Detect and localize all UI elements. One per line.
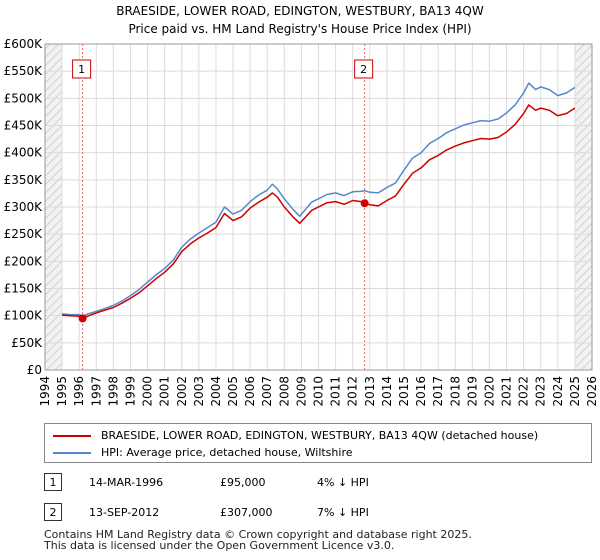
y-tick-label: £0 bbox=[27, 363, 42, 377]
legend-label-property: BRAESIDE, LOWER ROAD, EDINGTON, WESTBURY… bbox=[101, 429, 539, 442]
x-tick-label: 2015 bbox=[397, 376, 411, 407]
x-tick-label: 2019 bbox=[465, 376, 479, 407]
sale-date-2: 13-SEP-2012 bbox=[89, 506, 160, 519]
x-tick-label: 1995 bbox=[55, 376, 69, 407]
x-tick-label: 2018 bbox=[448, 376, 462, 407]
sale-price-1: £95,000 bbox=[220, 476, 266, 489]
x-tick-label: 2017 bbox=[431, 376, 445, 407]
x-tick-label: 2009 bbox=[294, 376, 308, 407]
sale-hpi-2: 7% ↓ HPI bbox=[317, 506, 369, 519]
x-tick-label: 1998 bbox=[106, 376, 120, 407]
x-tick-label: 2020 bbox=[482, 376, 496, 407]
legend-swatch-property bbox=[53, 435, 91, 437]
x-tick-label: 2005 bbox=[226, 376, 240, 407]
y-tick-label: £400K bbox=[4, 146, 44, 160]
x-tick-label: 2007 bbox=[260, 376, 274, 407]
x-tick-label: 2010 bbox=[312, 376, 326, 407]
x-tick-label: 2000 bbox=[141, 376, 155, 407]
chart-title: BRAESIDE, LOWER ROAD, EDINGTON, WESTBURY… bbox=[116, 4, 484, 18]
y-tick-label: £50K bbox=[11, 336, 43, 350]
legend-label-hpi: HPI: Average price, detached house, Wilt… bbox=[101, 446, 353, 459]
x-tick-label: 2003 bbox=[192, 376, 206, 407]
x-tick-label: 2004 bbox=[209, 376, 223, 407]
x-tick-label: 2014 bbox=[380, 376, 394, 407]
sale-marker-1: 1 bbox=[44, 473, 62, 491]
x-tick-label: 2011 bbox=[329, 376, 343, 407]
x-tick-label: 2002 bbox=[175, 376, 189, 407]
x-tick-label: 2021 bbox=[500, 376, 514, 407]
x-tick-label: 2001 bbox=[158, 376, 172, 407]
footer-licence: This data is licensed under the Open Gov… bbox=[44, 539, 395, 552]
x-tick-label: 2006 bbox=[243, 376, 257, 407]
y-tick-label: £150K bbox=[4, 282, 44, 296]
x-tick-label: 2016 bbox=[414, 376, 428, 407]
x-tick-label: 2025 bbox=[568, 376, 582, 407]
chart-legend: BRAESIDE, LOWER ROAD, EDINGTON, WESTBURY… bbox=[44, 423, 592, 463]
y-tick-label: £250K bbox=[4, 227, 44, 241]
sale-marker-2: 2 bbox=[44, 503, 62, 521]
y-tick-label: £450K bbox=[4, 119, 44, 133]
x-tick-label: 1997 bbox=[89, 376, 103, 407]
y-tick-label: £200K bbox=[4, 254, 44, 268]
chart-subtitle: Price paid vs. HM Land Registry's House … bbox=[128, 22, 471, 36]
sale-hpi-1: 4% ↓ HPI bbox=[317, 476, 369, 489]
footer: Contains HM Land Registry data © Crown c… bbox=[44, 529, 472, 551]
x-tick-label: 2013 bbox=[363, 376, 377, 407]
footer-copyright: Contains HM Land Registry data © Crown c… bbox=[44, 528, 472, 541]
sale-point-1 bbox=[78, 314, 87, 323]
series-line-hpi bbox=[62, 82, 576, 317]
x-tick-label: 2023 bbox=[534, 376, 548, 407]
x-tick-label: 2008 bbox=[277, 376, 291, 407]
price-chart: BRAESIDE, LOWER ROAD, EDINGTON, WESTBURY… bbox=[4, 4, 599, 407]
sale-point-2 bbox=[360, 199, 369, 208]
x-tick-label: 1999 bbox=[123, 376, 137, 407]
annotation-label-2: 2 bbox=[360, 63, 367, 76]
annotation-box-1 bbox=[72, 59, 92, 79]
x-tick-label: 2026 bbox=[585, 376, 599, 407]
y-tick-label: £550K bbox=[4, 64, 44, 78]
y-tick-label: £300K bbox=[4, 200, 44, 214]
x-tick-label: 1996 bbox=[72, 376, 86, 407]
annotation-box-2 bbox=[354, 59, 374, 79]
plot-border bbox=[44, 43, 593, 371]
x-tick-label: 2012 bbox=[346, 376, 360, 407]
x-tick-label: 1994 bbox=[38, 376, 52, 407]
sale-date-1: 14-MAR-1996 bbox=[89, 476, 164, 489]
y-tick-label: £100K bbox=[4, 309, 44, 323]
x-tick-label: 2022 bbox=[517, 376, 531, 407]
legend-swatch-hpi bbox=[53, 452, 91, 454]
sale-price-2: £307,000 bbox=[220, 506, 273, 519]
x-tick-label: 2024 bbox=[551, 376, 565, 407]
annotation-label-1: 1 bbox=[78, 63, 85, 76]
y-tick-label: £600K bbox=[4, 37, 44, 51]
series-line-property bbox=[62, 104, 576, 320]
y-tick-label: £500K bbox=[4, 91, 44, 105]
y-tick-label: £350K bbox=[4, 173, 44, 187]
